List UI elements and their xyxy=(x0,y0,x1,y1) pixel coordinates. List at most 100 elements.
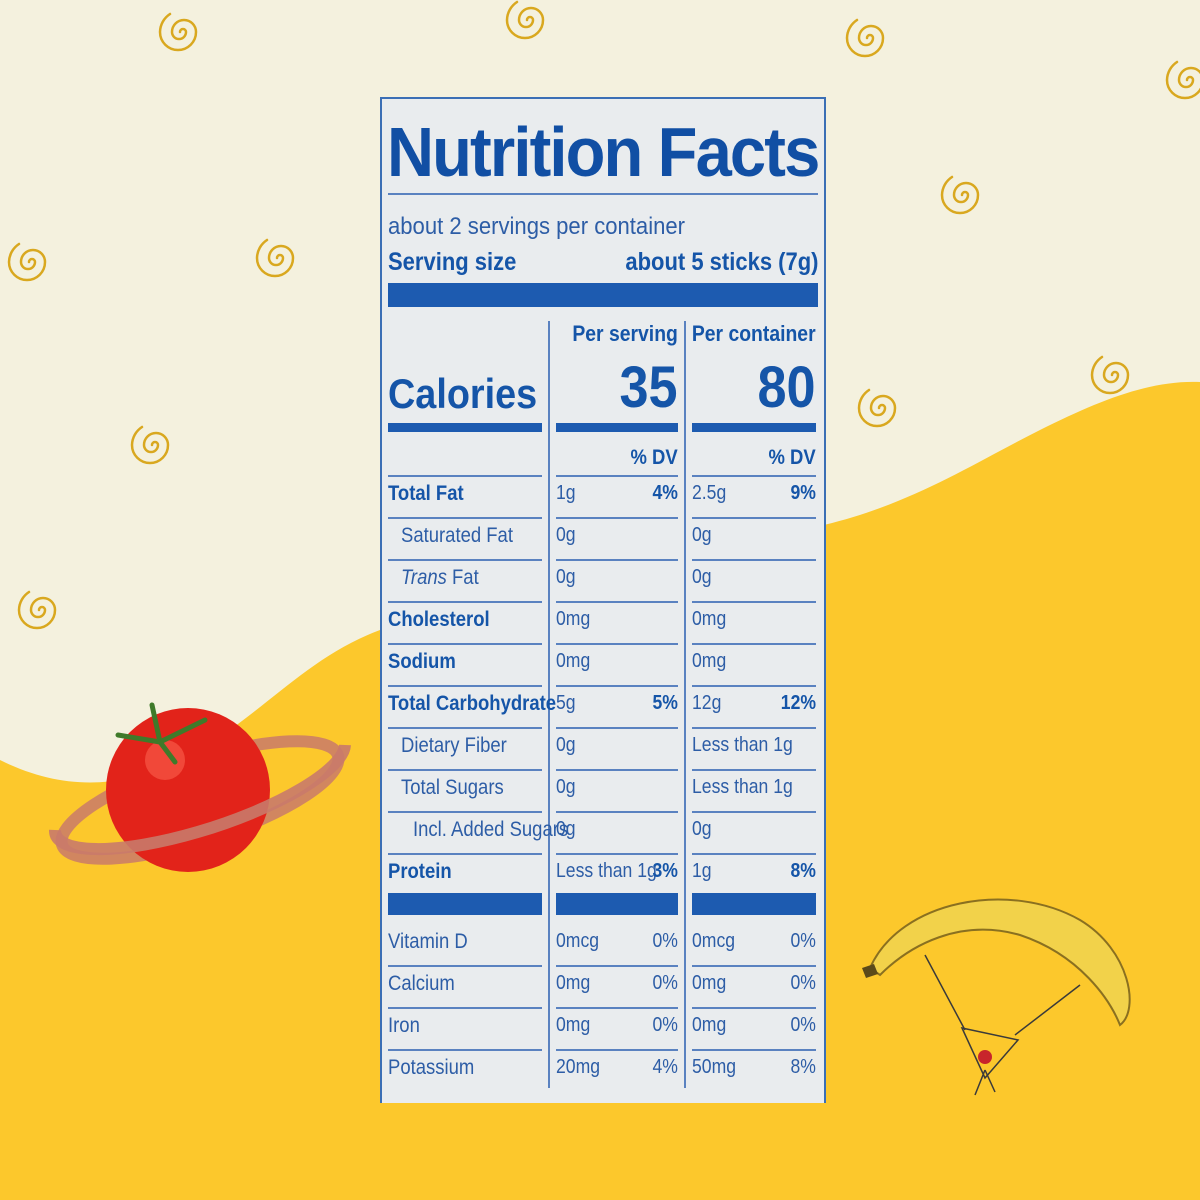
row-divider xyxy=(692,1049,816,1051)
swirl-icon xyxy=(130,425,170,465)
container-amount: Less than 1g xyxy=(692,776,793,798)
container-amount: 12g xyxy=(692,692,722,714)
swirl-icon xyxy=(1090,355,1130,395)
row-divider xyxy=(692,727,816,729)
nutrient-label: Saturated Fat xyxy=(401,524,513,547)
vitamin-container-amount: 50mg xyxy=(692,1056,737,1078)
row-divider xyxy=(692,769,816,771)
vitamin-container-amount: 0mcg xyxy=(692,930,736,952)
vitamin-serving-amount: 0mg xyxy=(556,1014,591,1036)
row-divider xyxy=(556,685,678,687)
container-amount: 2.5g xyxy=(692,482,727,504)
row-divider xyxy=(692,853,816,855)
vitamin-serving-dv: 4% xyxy=(652,1056,678,1078)
row-divider xyxy=(388,475,542,477)
calories-per-container: 80 xyxy=(757,355,816,420)
row-divider xyxy=(388,601,542,603)
serving-amount: 0mg xyxy=(556,608,591,630)
row-divider xyxy=(692,965,816,967)
container-dv: 9% xyxy=(790,482,816,504)
vitamin-serving-amount: 0mg xyxy=(556,972,591,994)
vitamin-serving-dv: 0% xyxy=(652,930,678,952)
serving-dv: 4% xyxy=(652,482,678,504)
vitamin-label: Potassium xyxy=(388,1056,475,1079)
row-divider xyxy=(388,685,542,687)
nutrient-label: Incl. Added Sugars xyxy=(413,818,569,841)
container-amount: 1g xyxy=(692,860,712,882)
row-divider xyxy=(388,559,542,561)
row-divider xyxy=(388,811,542,813)
col-per-container: Per container xyxy=(692,321,816,346)
tomato-planet xyxy=(48,702,351,872)
vitamin-serving-amount: 0mcg xyxy=(556,930,600,952)
serving-amount: 5g xyxy=(556,692,576,714)
nutrition-facts-label: Nutrition Facts about 2 servings per con… xyxy=(380,97,826,1103)
vitamin-container-dv: 8% xyxy=(790,1056,816,1078)
container-amount: 0g xyxy=(692,566,712,588)
swirl-icon xyxy=(1165,60,1200,100)
serving-amount: 0g xyxy=(556,734,576,756)
row-divider xyxy=(388,769,542,771)
row-divider xyxy=(388,727,542,729)
section-bar xyxy=(388,893,542,915)
nutrient-label: Cholesterol xyxy=(388,608,490,631)
row-divider xyxy=(388,965,542,967)
row-divider xyxy=(692,811,816,813)
vitamin-label: Vitamin D xyxy=(388,930,468,953)
swirl-icon xyxy=(7,242,47,282)
serving-amount: 0g xyxy=(556,818,576,840)
vitamin-container-amount: 0mg xyxy=(692,972,727,994)
row-divider xyxy=(556,853,678,855)
row-divider xyxy=(692,517,816,519)
serving-amount: 0g xyxy=(556,566,576,588)
row-divider xyxy=(556,769,678,771)
nutrient-label: Total Carbohydrate xyxy=(388,692,557,715)
row-divider xyxy=(388,1049,542,1051)
calories-per-serving: 35 xyxy=(619,355,678,420)
row-divider xyxy=(556,1049,678,1051)
swirl-icon xyxy=(505,0,545,40)
row-divider xyxy=(388,853,542,855)
row-divider xyxy=(692,685,816,687)
container-amount: 0g xyxy=(692,818,712,840)
serving-amount: 1g xyxy=(556,482,576,504)
vitamin-container-dv: 0% xyxy=(790,930,816,952)
row-divider xyxy=(692,643,816,645)
row-divider xyxy=(388,1007,542,1009)
serving-amount: 0g xyxy=(556,776,576,798)
container-amount: 0mg xyxy=(692,608,727,630)
label-title: Nutrition Facts xyxy=(387,113,820,191)
row-divider xyxy=(556,517,678,519)
nutrient-label: Total Sugars xyxy=(401,776,504,799)
section-bar xyxy=(556,893,678,915)
vitamin-serving-amount: 20mg xyxy=(556,1056,601,1078)
row-divider xyxy=(692,1007,816,1009)
serving-amount: Less than 1g xyxy=(556,860,657,882)
servings-per-container: about 2 servings per container xyxy=(388,213,686,240)
calories-label: Calories xyxy=(388,370,538,417)
swirl-icon xyxy=(940,175,980,215)
row-divider xyxy=(556,475,678,477)
vitamin-container-dv: 0% xyxy=(790,972,816,994)
banana-parachute xyxy=(862,898,1131,1096)
row-divider xyxy=(556,643,678,645)
col-per-serving: Per serving xyxy=(572,321,678,346)
row-divider xyxy=(556,727,678,729)
serving-dv: 5% xyxy=(652,692,678,714)
swirl-icon xyxy=(857,388,897,428)
nutrient-label: Trans Fat xyxy=(401,566,479,589)
vitamin-serving-dv: 0% xyxy=(652,972,678,994)
row-divider xyxy=(556,601,678,603)
vitamin-container-amount: 0mg xyxy=(692,1014,727,1036)
container-amount: Less than 1g xyxy=(692,734,793,756)
vitamin-label: Iron xyxy=(388,1014,420,1037)
container-amount: 0g xyxy=(692,524,712,546)
row-divider xyxy=(556,965,678,967)
section-bar xyxy=(692,893,816,915)
nutrient-label: Total Fat xyxy=(388,482,464,505)
serving-size-label: Serving size xyxy=(388,248,517,276)
serving-amount: 0g xyxy=(556,524,576,546)
swirl-icon xyxy=(255,238,295,278)
swirl-icon xyxy=(845,18,885,58)
serving-amount: 0mg xyxy=(556,650,591,672)
